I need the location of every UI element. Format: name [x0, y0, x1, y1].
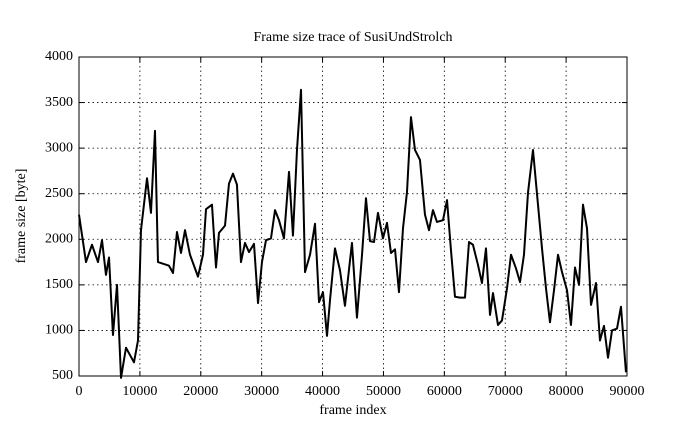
x-tick-label: 90000: [610, 384, 645, 399]
x-tick-label: 20000: [183, 384, 218, 399]
y-tick-label: 3000: [45, 140, 73, 155]
x-tick-label: 60000: [427, 384, 462, 399]
x-tick-label: 50000: [366, 384, 401, 399]
chart-title: Frame size trace of SusiUndStrolch: [253, 30, 452, 45]
y-axis-label: frame size [byte]: [14, 169, 29, 264]
x-tick-label: 0: [76, 384, 83, 399]
y-tick-label: 500: [52, 368, 73, 383]
data-line: [78, 88, 627, 379]
plot-frame: [78, 56, 628, 377]
y-tick-label: 2500: [45, 186, 73, 201]
x-tick-label: 70000: [488, 384, 523, 399]
x-tick-label: 10000: [122, 384, 157, 399]
x-tick-label: 80000: [549, 384, 584, 399]
y-tick-label: 4000: [45, 49, 73, 64]
x-axis-label: frame index: [319, 403, 386, 418]
x-tick-label: 30000: [244, 384, 279, 399]
y-tick-label: 1000: [45, 323, 73, 338]
x-tick-label: 40000: [305, 384, 340, 399]
y-tick-label: 1500: [45, 277, 73, 292]
y-tick-label: 2000: [45, 232, 73, 247]
y-tick-label: 3500: [45, 95, 73, 110]
